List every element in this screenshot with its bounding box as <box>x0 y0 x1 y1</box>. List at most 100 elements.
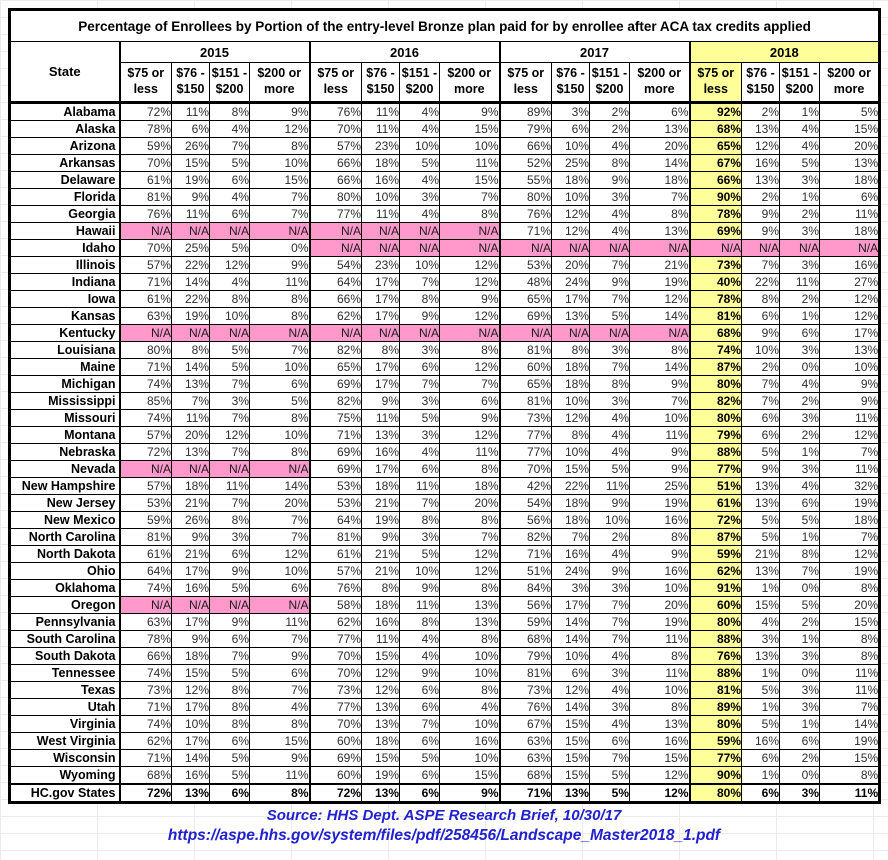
value-cell: 70% <box>308 715 362 733</box>
value-cell: 1% <box>779 715 820 733</box>
state-cell: Arizona <box>9 137 120 155</box>
value-cell: 56% <box>498 596 552 614</box>
state-cell: Indiana <box>9 273 120 291</box>
value-cell: 8% <box>209 290 250 308</box>
value-cell: 7% <box>589 290 630 308</box>
value-cell: 19% <box>171 171 210 189</box>
value-cell: 63% <box>498 749 552 767</box>
value-cell: 61% <box>118 171 172 189</box>
value-cell: 89% <box>688 698 742 716</box>
value-cell: 7% <box>818 698 881 716</box>
value-cell: 7% <box>209 443 250 461</box>
value-cell: 7% <box>249 341 310 359</box>
value-cell: 9% <box>629 375 690 393</box>
value-cell: 42% <box>498 477 552 495</box>
value-cell: 80% <box>688 715 742 733</box>
value-cell: N/A <box>439 222 500 240</box>
value-cell: 79% <box>498 647 552 665</box>
value-cell: 12% <box>171 681 210 699</box>
value-cell: N/A <box>399 222 440 240</box>
value-cell: 16% <box>629 732 690 750</box>
value-cell: 9% <box>741 460 780 478</box>
value-cell: 2% <box>741 358 780 376</box>
value-cell: 81% <box>688 681 742 699</box>
value-cell: 59% <box>688 545 742 563</box>
value-cell: 76% <box>308 102 362 121</box>
value-cell: 77% <box>308 205 362 223</box>
value-cell: 4% <box>779 120 820 138</box>
value-cell: 90% <box>688 188 742 206</box>
value-cell: 66% <box>498 137 552 155</box>
value-cell: 82% <box>308 392 362 410</box>
value-cell: 21% <box>741 545 780 563</box>
value-cell: 9% <box>439 409 500 427</box>
value-cell: 4% <box>399 102 440 121</box>
value-cell: 8% <box>439 460 500 478</box>
value-cell: 5% <box>209 239 250 257</box>
value-cell: 68% <box>688 120 742 138</box>
value-cell: 11% <box>399 477 440 495</box>
state-cell: Louisiana <box>9 341 120 359</box>
value-cell: 4% <box>399 443 440 461</box>
value-cell: 14% <box>551 613 590 631</box>
value-cell: 26% <box>171 511 210 529</box>
value-cell: 76% <box>498 698 552 716</box>
value-cell: 77% <box>688 460 742 478</box>
value-cell: 12% <box>249 120 310 138</box>
value-cell: 6% <box>551 120 590 138</box>
value-cell: 81% <box>118 188 172 206</box>
value-cell: 5% <box>589 766 630 785</box>
value-cell: 22% <box>551 477 590 495</box>
value-cell: 9% <box>589 494 630 512</box>
value-cell: 7% <box>399 273 440 291</box>
value-cell: 68% <box>498 766 552 785</box>
value-cell: 6% <box>439 392 500 410</box>
value-cell: 9% <box>439 290 500 308</box>
value-cell: 10% <box>589 511 630 529</box>
value-cell: 15% <box>171 154 210 172</box>
value-cell: 4% <box>249 698 310 716</box>
value-cell: 16% <box>551 545 590 563</box>
range-column-header: $200 or more <box>249 62 310 104</box>
value-cell: 67% <box>688 154 742 172</box>
value-cell: 88% <box>688 443 742 461</box>
value-cell: 3% <box>551 102 590 121</box>
value-cell: 60% <box>498 358 552 376</box>
value-cell: 2% <box>779 613 820 631</box>
table-row: New Hampshire 57% 18% 11% 14% 53% 18% 11% 18% 42%… <box>9 477 881 495</box>
source-link[interactable]: https://aspe.hhs.gov/system/files/pdf/25… <box>167 827 721 844</box>
value-cell: 10% <box>171 715 210 733</box>
value-cell: 13% <box>361 715 400 733</box>
table-row: Wyoming 68% 16% 5% 11% 60% 19% 6% 15% 68% 15% 5% 12%… <box>9 766 881 785</box>
value-cell: 8% <box>629 698 690 716</box>
value-cell: 5% <box>589 783 630 803</box>
value-cell: 4% <box>589 137 630 155</box>
value-cell: 2% <box>589 528 630 546</box>
value-cell: 11% <box>439 154 500 172</box>
value-cell: 13% <box>741 120 780 138</box>
state-cell: HC.gov States <box>9 783 120 803</box>
value-cell: 48% <box>498 273 552 291</box>
value-cell: 9% <box>249 256 310 274</box>
value-cell: 75% <box>308 409 362 427</box>
value-cell: 74% <box>688 341 742 359</box>
value-cell: 18% <box>551 358 590 376</box>
value-cell: 70% <box>308 664 362 682</box>
value-cell: 4% <box>589 426 630 444</box>
value-cell: 3% <box>741 630 780 648</box>
value-cell: 74% <box>118 715 172 733</box>
value-cell: 11% <box>361 205 400 223</box>
state-cell: Pennsylvania <box>9 613 120 631</box>
range-column-header: $75 or less <box>118 62 172 104</box>
value-cell: 1% <box>741 664 780 682</box>
value-cell: 71% <box>118 749 172 767</box>
value-cell: 13% <box>171 443 210 461</box>
value-cell: 15% <box>629 749 690 767</box>
value-cell: 14% <box>171 273 210 291</box>
value-cell: 18% <box>629 171 690 189</box>
value-cell: 19% <box>629 494 690 512</box>
value-cell: 5% <box>249 392 310 410</box>
value-cell: 65% <box>498 375 552 393</box>
value-cell: 8% <box>249 409 310 427</box>
